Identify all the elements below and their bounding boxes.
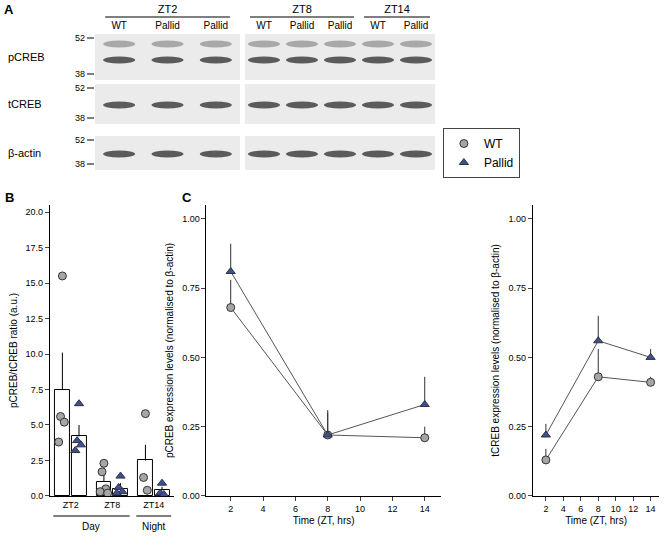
svg-text:52: 52 <box>75 135 85 145</box>
svg-text:0.50: 0.50 <box>182 353 200 363</box>
svg-text:WT: WT <box>484 137 503 151</box>
svg-text:Pallid: Pallid <box>404 20 428 31</box>
svg-text:Day: Day <box>82 521 100 532</box>
svg-text:8: 8 <box>325 504 330 514</box>
svg-text:7.5: 7.5 <box>31 385 44 395</box>
svg-text:ZT14: ZT14 <box>143 500 164 510</box>
svg-text:38: 38 <box>75 113 85 123</box>
svg-text:20.0: 20.0 <box>26 207 44 217</box>
svg-text:Time (ZT, hrs): Time (ZT, hrs) <box>293 515 355 526</box>
svg-text:15.0: 15.0 <box>26 278 44 288</box>
svg-text:0.25: 0.25 <box>182 422 200 432</box>
svg-text:WT: WT <box>370 20 386 31</box>
svg-text:WT: WT <box>111 20 127 31</box>
svg-text:14: 14 <box>646 504 656 514</box>
svg-text:2: 2 <box>228 504 233 514</box>
svg-text:tCREB: tCREB <box>8 98 42 110</box>
svg-text:12.5: 12.5 <box>26 314 44 324</box>
svg-text:10.0: 10.0 <box>26 349 44 359</box>
svg-text:14: 14 <box>420 504 430 514</box>
svg-text:0.0: 0.0 <box>31 491 44 501</box>
svg-text:4: 4 <box>561 504 566 514</box>
svg-text:8: 8 <box>596 504 601 514</box>
svg-text:Pallid: Pallid <box>328 20 352 31</box>
svg-text:pCREB/tCREB ratio (a.u.): pCREB/tCREB ratio (a.u.) <box>8 293 19 408</box>
svg-text:Pallid: Pallid <box>484 156 513 170</box>
svg-text:B: B <box>5 190 14 205</box>
svg-text:0.00: 0.00 <box>182 491 200 501</box>
svg-text:tCREB expression levels (norma: tCREB expression levels (normalised to β… <box>490 244 501 457</box>
svg-text:0.50: 0.50 <box>508 353 526 363</box>
svg-text:5.0: 5.0 <box>31 420 44 430</box>
svg-text:Time (ZT, hrs): Time (ZT, hrs) <box>565 515 627 526</box>
svg-text:A: A <box>4 2 14 17</box>
svg-text:0.75: 0.75 <box>508 283 526 293</box>
svg-text:6: 6 <box>293 504 298 514</box>
svg-text:0.25: 0.25 <box>508 422 526 432</box>
svg-text:Night: Night <box>142 521 166 532</box>
svg-text:C: C <box>182 190 192 205</box>
svg-text:ZT2: ZT2 <box>158 3 178 15</box>
svg-text:12: 12 <box>628 504 638 514</box>
svg-text:Pallid: Pallid <box>155 20 179 31</box>
svg-text:38: 38 <box>75 159 85 169</box>
svg-text:ZT8: ZT8 <box>104 500 120 510</box>
svg-text:0.00: 0.00 <box>508 491 526 501</box>
svg-text:1.00: 1.00 <box>508 214 526 224</box>
svg-text:0.75: 0.75 <box>182 283 200 293</box>
svg-text:pCREB: pCREB <box>8 51 45 63</box>
svg-text:12: 12 <box>387 504 397 514</box>
svg-text:β-actin: β-actin <box>8 147 41 159</box>
svg-text:ZT8: ZT8 <box>292 3 312 15</box>
svg-text:pCREB expression levels (norma: pCREB expression levels (normalised to β… <box>164 243 175 458</box>
svg-text:2: 2 <box>543 504 548 514</box>
svg-text:10: 10 <box>611 504 621 514</box>
svg-text:2.5: 2.5 <box>31 456 44 466</box>
svg-text:Pallid: Pallid <box>290 20 314 31</box>
svg-text:10: 10 <box>355 504 365 514</box>
svg-text:ZT14: ZT14 <box>384 3 410 15</box>
svg-text:WT: WT <box>256 20 272 31</box>
svg-text:4: 4 <box>261 504 266 514</box>
svg-text:38: 38 <box>75 69 85 79</box>
svg-text:1.00: 1.00 <box>182 214 200 224</box>
svg-text:52: 52 <box>75 83 85 93</box>
svg-text:52: 52 <box>75 33 85 43</box>
svg-text:6: 6 <box>578 504 583 514</box>
svg-text:Pallid: Pallid <box>204 20 228 31</box>
svg-text:17.5: 17.5 <box>26 243 44 253</box>
svg-text:ZT2: ZT2 <box>63 500 79 510</box>
